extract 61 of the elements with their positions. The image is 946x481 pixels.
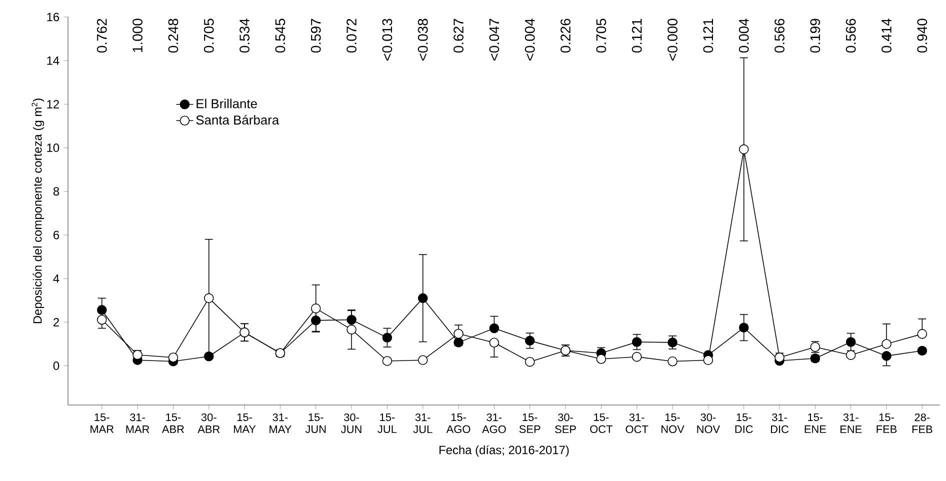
x-tick-label: 15- DIC	[735, 413, 753, 434]
x-tick-label: 15- ABR	[162, 413, 184, 433]
x-tick-label: 30- SEP	[555, 413, 576, 434]
x-tick-label: 30- ABR	[198, 413, 220, 434]
annotation: 0.248	[168, 18, 178, 53]
annotation: <0.038	[418, 18, 428, 61]
annotation: 0.940	[917, 18, 928, 53]
x-tick-label: 30- JUN	[341, 413, 362, 434]
annotation: <0.000	[668, 18, 678, 61]
annotation: 0.414	[882, 18, 892, 53]
x-tick-label: 31- DIC	[770, 413, 789, 434]
x-tick-label: 15- MAY	[234, 413, 256, 433]
annotation: 0.762	[96, 18, 107, 53]
x-tick-label: 15- SEP	[519, 413, 540, 434]
y-tick-label: 12	[47, 100, 59, 108]
annotation: <0.047	[489, 18, 500, 61]
annotation: 0.121	[632, 18, 642, 53]
x-tick-label: 31- MAR	[126, 413, 150, 434]
annotation: 0.545	[275, 18, 286, 53]
x-tick-label: 31- AGO	[482, 413, 506, 434]
annotation: 0.705	[204, 18, 214, 53]
annotation: 0.004	[738, 18, 749, 53]
x-tick-label: 31- OCT	[626, 413, 648, 434]
annotation: 0.566	[774, 18, 784, 53]
y-tick-label: 6	[54, 230, 60, 240]
x-tick-label: 15- JUN	[305, 413, 326, 434]
x-axis-title: Fecha (días; 2016-2017)	[440, 445, 569, 457]
annotation: <0.004	[524, 18, 535, 61]
y-tick-label: 4	[53, 274, 60, 283]
annotation: 0.705	[596, 18, 606, 53]
annotation: 0.226	[560, 18, 570, 53]
annotation: 0.534	[240, 18, 250, 53]
annotation: 0.627	[454, 18, 464, 53]
x-tick-label: 15- MAR	[90, 413, 114, 433]
annotation: 0.072	[346, 18, 356, 53]
x-tick-label: 31- MAY	[270, 413, 292, 434]
x-tick-label: 30- NOV	[697, 413, 720, 434]
annotation: <0.013	[382, 18, 392, 61]
y-axis-title: Deposición del componente corteza (g m$^{2}$)	[32, 98, 44, 324]
x-tick-label: 28- FEB	[912, 413, 932, 434]
x-tick-label: 15- NOV	[662, 413, 684, 434]
y-tick-label: 2	[54, 318, 59, 326]
y-tick-label: 0	[53, 362, 60, 370]
x-tick-label: 15- FEB	[876, 413, 897, 433]
x-tick-label: 15- ENE	[804, 413, 826, 433]
annotation: 0.597	[310, 18, 321, 53]
annotation: 0.199	[810, 18, 820, 53]
y-tick-label: 16	[47, 12, 60, 22]
legend-label: El Brillante	[196, 98, 257, 108]
annotation: 0.566	[846, 18, 856, 53]
annotation: 0.121	[703, 18, 714, 53]
x-tick-label: 31- ENE	[840, 413, 862, 434]
annotation: 1.000	[132, 18, 142, 52]
y-tick-label: 8	[53, 187, 60, 196]
x-tick-label: 15- JUL	[378, 413, 397, 434]
x-tick-label: 15- AGO	[446, 413, 470, 434]
x-tick-label: 15- OCT	[590, 413, 612, 434]
y-tick-label: 14	[47, 56, 60, 65]
x-tick-label: 31- JUL	[413, 413, 432, 434]
legend-label: Santa Bárbara	[196, 114, 280, 125]
y-tick-label: 10	[47, 144, 60, 152]
